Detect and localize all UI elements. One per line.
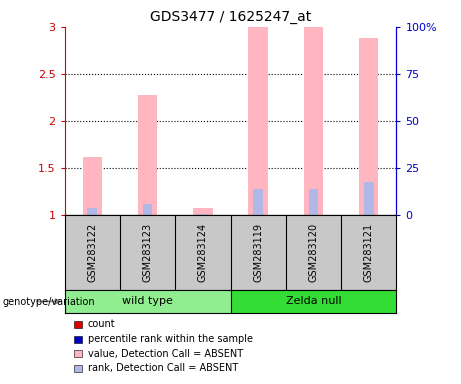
Text: genotype/variation: genotype/variation [2, 297, 95, 307]
Bar [359, 38, 378, 215]
Text: GSM283120: GSM283120 [308, 223, 319, 282]
Bar [142, 204, 153, 215]
Bar [304, 27, 323, 215]
Text: value, Detection Call = ABSENT: value, Detection Call = ABSENT [88, 349, 242, 359]
Text: GSM283124: GSM283124 [198, 223, 208, 282]
Bar [248, 27, 268, 215]
Text: GSM283123: GSM283123 [142, 223, 153, 282]
Text: Zelda null: Zelda null [286, 296, 341, 306]
Bar [364, 182, 374, 215]
Bar [65, 290, 230, 313]
Text: GSM283121: GSM283121 [364, 223, 374, 282]
Text: GSM283119: GSM283119 [253, 223, 263, 282]
Text: wild type: wild type [122, 296, 173, 306]
Text: count: count [88, 319, 115, 329]
Bar [83, 157, 102, 215]
Bar [193, 209, 213, 215]
Text: rank, Detection Call = ABSENT: rank, Detection Call = ABSENT [88, 363, 238, 373]
Bar [198, 214, 208, 215]
Bar [308, 189, 319, 215]
Bar [87, 207, 97, 215]
Title: GDS3477 / 1625247_at: GDS3477 / 1625247_at [150, 10, 311, 25]
Bar [230, 290, 396, 313]
Bar [253, 189, 263, 215]
Bar [138, 94, 157, 215]
Text: GSM283122: GSM283122 [87, 223, 97, 282]
Text: percentile rank within the sample: percentile rank within the sample [88, 334, 253, 344]
